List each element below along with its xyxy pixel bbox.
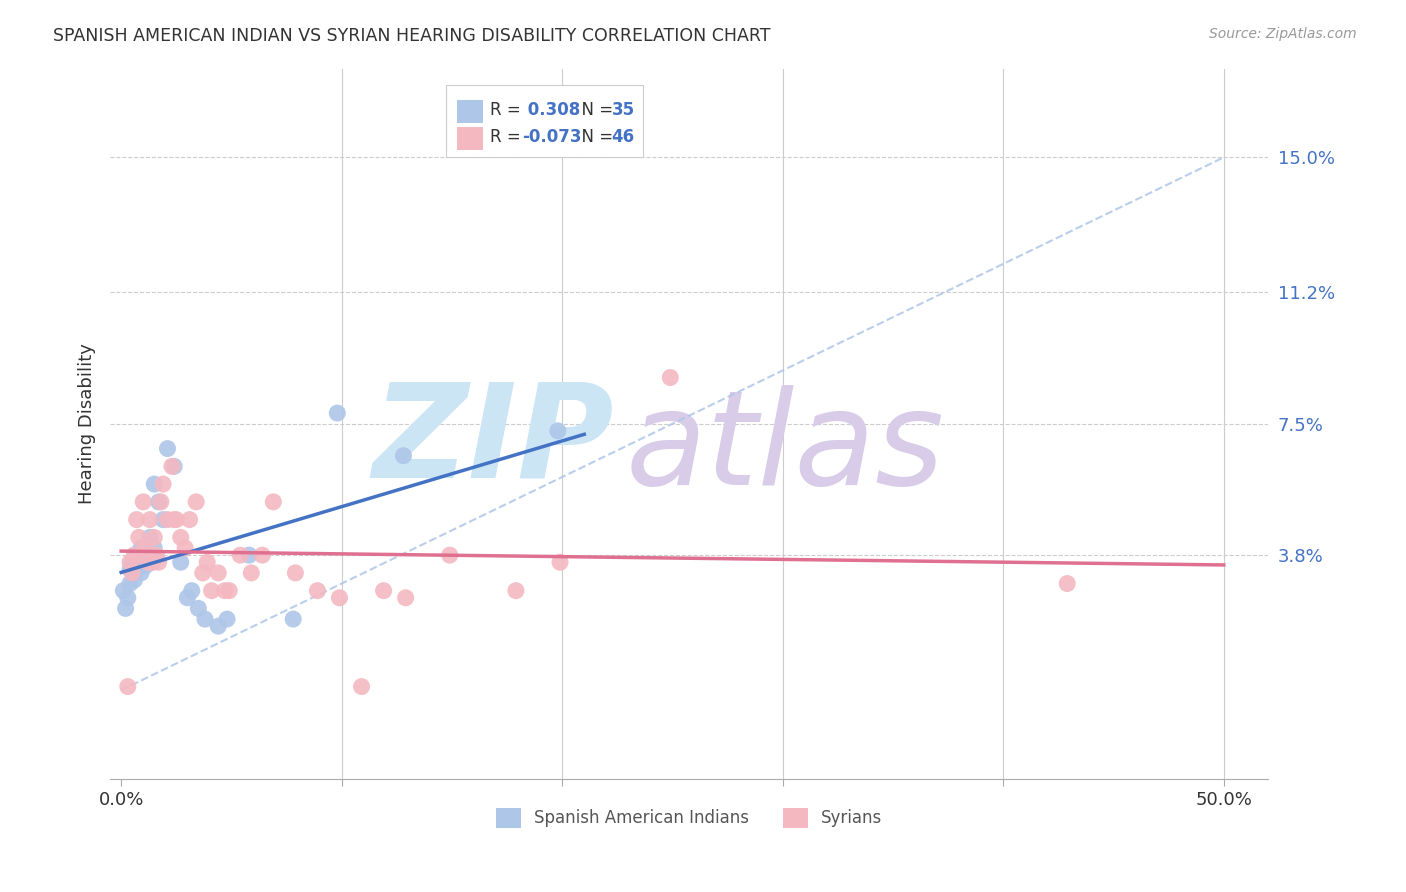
Point bbox=[328, 591, 350, 605]
Point bbox=[148, 555, 170, 569]
Point bbox=[136, 555, 159, 569]
Point bbox=[284, 566, 307, 580]
Point bbox=[125, 513, 148, 527]
Point bbox=[350, 680, 373, 694]
Point bbox=[118, 555, 141, 569]
Point bbox=[125, 562, 148, 576]
Point bbox=[283, 612, 305, 626]
Point bbox=[174, 541, 197, 555]
Text: SPANISH AMERICAN INDIAN VS SYRIAN HEARING DISABILITY CORRELATION CHART: SPANISH AMERICAN INDIAN VS SYRIAN HEARIN… bbox=[53, 27, 770, 45]
Point bbox=[163, 459, 186, 474]
Text: N =: N = bbox=[571, 128, 619, 145]
Point bbox=[143, 530, 166, 544]
Point bbox=[145, 548, 167, 562]
Point bbox=[139, 530, 162, 544]
Point bbox=[214, 583, 236, 598]
Point bbox=[238, 548, 260, 562]
Point bbox=[143, 541, 166, 555]
Point bbox=[1056, 576, 1078, 591]
Point bbox=[121, 566, 143, 580]
Text: -0.073: -0.073 bbox=[522, 128, 582, 145]
Point bbox=[143, 477, 166, 491]
Point bbox=[134, 541, 156, 555]
Point bbox=[136, 548, 159, 562]
Point bbox=[132, 495, 155, 509]
Point bbox=[179, 513, 201, 527]
Text: 35: 35 bbox=[612, 101, 634, 119]
Point bbox=[129, 548, 152, 562]
Point bbox=[141, 555, 163, 569]
Point bbox=[121, 555, 143, 569]
Point bbox=[118, 576, 141, 591]
Point bbox=[176, 591, 198, 605]
Point bbox=[160, 459, 183, 474]
Point bbox=[149, 495, 172, 509]
Point bbox=[117, 591, 139, 605]
Point bbox=[439, 548, 461, 562]
Point bbox=[262, 495, 284, 509]
Point bbox=[505, 583, 527, 598]
Point bbox=[194, 612, 217, 626]
Point bbox=[134, 558, 156, 573]
Point bbox=[152, 513, 174, 527]
Point bbox=[124, 548, 146, 562]
Point bbox=[152, 477, 174, 491]
Point bbox=[148, 495, 170, 509]
Point bbox=[229, 548, 252, 562]
Point bbox=[307, 583, 329, 598]
Point bbox=[163, 513, 186, 527]
Point bbox=[373, 583, 395, 598]
Point bbox=[218, 583, 240, 598]
Text: 0.308: 0.308 bbox=[522, 101, 581, 119]
Point bbox=[170, 555, 193, 569]
Point bbox=[156, 442, 179, 456]
Point bbox=[200, 583, 222, 598]
Text: ZIP: ZIP bbox=[373, 378, 614, 505]
Text: 46: 46 bbox=[612, 128, 634, 145]
Point bbox=[132, 555, 155, 569]
Point bbox=[207, 566, 229, 580]
Point bbox=[215, 612, 238, 626]
Point bbox=[112, 583, 135, 598]
Point bbox=[128, 530, 150, 544]
Point bbox=[141, 555, 163, 569]
Point bbox=[156, 513, 179, 527]
Text: R =: R = bbox=[489, 101, 526, 119]
FancyBboxPatch shape bbox=[457, 100, 482, 122]
Point bbox=[326, 406, 349, 420]
Legend: Spanish American Indians, Syrians: Spanish American Indians, Syrians bbox=[489, 801, 889, 835]
Point bbox=[240, 566, 263, 580]
Point bbox=[170, 530, 193, 544]
Point bbox=[114, 601, 136, 615]
Point bbox=[659, 370, 682, 384]
FancyBboxPatch shape bbox=[446, 85, 643, 157]
FancyBboxPatch shape bbox=[457, 127, 482, 150]
Point bbox=[547, 424, 569, 438]
Point bbox=[392, 449, 415, 463]
Point bbox=[124, 548, 146, 562]
Point bbox=[129, 566, 152, 580]
Point bbox=[207, 619, 229, 633]
Point bbox=[395, 591, 418, 605]
Point bbox=[124, 573, 146, 587]
Point bbox=[128, 551, 150, 566]
Point bbox=[195, 555, 218, 569]
Point bbox=[180, 583, 202, 598]
Point bbox=[139, 513, 162, 527]
Point bbox=[118, 562, 141, 576]
Point bbox=[186, 495, 208, 509]
Point bbox=[129, 541, 152, 555]
Point bbox=[548, 555, 571, 569]
Point bbox=[252, 548, 274, 562]
Text: N =: N = bbox=[571, 101, 619, 119]
Text: Source: ZipAtlas.com: Source: ZipAtlas.com bbox=[1209, 27, 1357, 41]
Point bbox=[187, 601, 209, 615]
Text: R =: R = bbox=[489, 128, 526, 145]
Y-axis label: Hearing Disability: Hearing Disability bbox=[79, 343, 96, 504]
Point bbox=[117, 680, 139, 694]
Point bbox=[165, 513, 187, 527]
Point bbox=[191, 566, 214, 580]
Text: atlas: atlas bbox=[626, 385, 945, 512]
